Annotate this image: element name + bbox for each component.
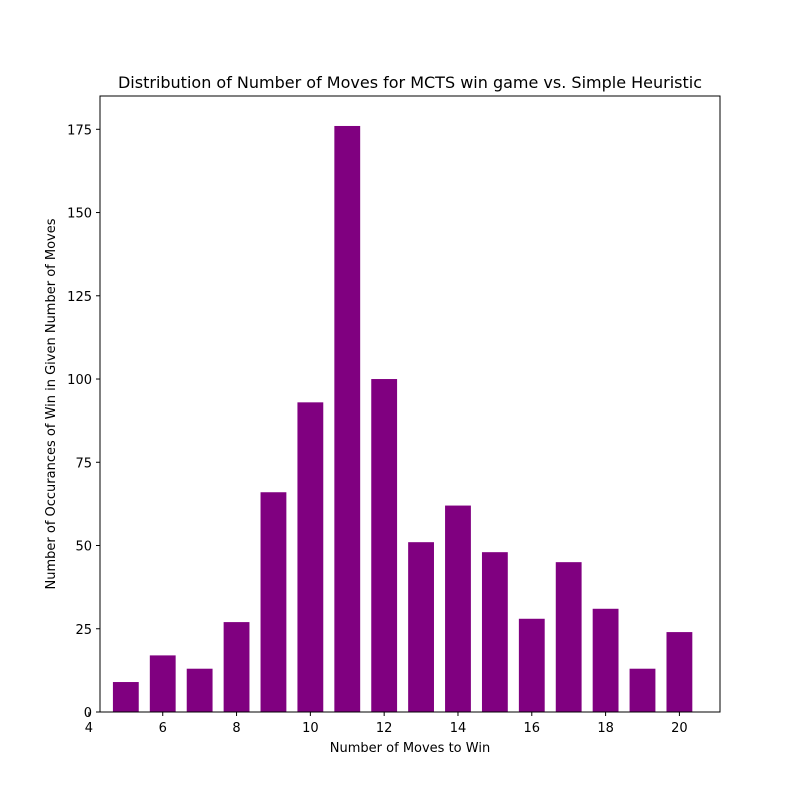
y-axis: 0 25 50 75 100 125 150 175 [67, 123, 100, 721]
bar-15 [481, 552, 508, 712]
bar-6 [149, 655, 176, 712]
bar-5 [112, 682, 139, 712]
bar-10 [297, 402, 324, 712]
x-tick-label: 16 [524, 721, 541, 736]
bar-19 [629, 668, 656, 712]
bar-14 [445, 505, 471, 712]
x-tick-label: 14 [450, 721, 467, 736]
bar-8 [223, 622, 250, 712]
bar-20 [666, 632, 693, 712]
x-axis: 4 6 8 10 12 14 16 18 20 [85, 712, 688, 736]
x-tick-label: 8 [232, 721, 240, 736]
x-axis-label: Number of Moves to Win [330, 741, 490, 756]
bars-group [112, 125, 693, 713]
y-tick-label: 150 [67, 207, 92, 222]
chart-title: Distribution of Number of Moves for MCTS… [118, 73, 702, 92]
x-tick-label: 18 [597, 721, 614, 736]
bar-9 [260, 492, 287, 712]
y-tick-label: 100 [67, 373, 92, 388]
x-tick-label: 10 [302, 721, 319, 736]
bar-11 [334, 125, 361, 713]
plot-frame [99, 95, 721, 713]
y-tick-label: 125 [67, 290, 92, 305]
bar-16 [518, 618, 545, 712]
y-axis-label: Number of Occurances of Win in Given Num… [44, 218, 59, 589]
y-tick-label: 50 [75, 540, 92, 555]
bar-18 [592, 608, 619, 712]
bar-17 [555, 562, 582, 712]
x-tick-label: 12 [376, 721, 393, 736]
bar-13 [408, 542, 434, 712]
y-tick-label: 175 [67, 123, 92, 138]
x-tick-label: 20 [671, 721, 688, 736]
x-tick-label: 4 [85, 721, 93, 736]
y-tick-label: 75 [75, 456, 92, 471]
bar-12 [371, 379, 398, 712]
y-tick-label: 25 [75, 623, 92, 638]
x-tick-label: 6 [159, 721, 167, 736]
bar-7 [186, 668, 213, 712]
y-tick-label: 0 [84, 706, 92, 721]
